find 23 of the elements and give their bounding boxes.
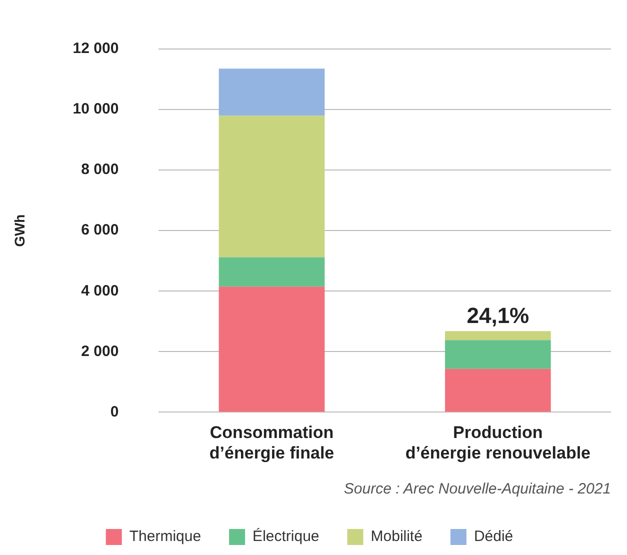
bar xyxy=(218,68,325,116)
y-tick-label: 8 000 xyxy=(81,161,119,178)
y-tick-label: 4 000 xyxy=(81,282,119,300)
y-tick-label: 6 000 xyxy=(81,222,119,239)
bar xyxy=(445,340,551,369)
bar xyxy=(445,368,551,412)
annotation: 24,1% xyxy=(466,303,530,328)
legend-label: Dédié xyxy=(474,528,514,546)
legend-label: Électrique xyxy=(252,527,320,546)
bar xyxy=(218,116,325,258)
y-tick-label: 10 000 xyxy=(72,100,119,118)
x-tick-label: Production d’énergie renouvelable xyxy=(405,423,591,462)
y-axis-title: GWh xyxy=(11,214,28,247)
bar xyxy=(218,286,325,412)
y-tick-label: 2 000 xyxy=(81,342,119,360)
y-tick-label: 0 xyxy=(110,403,119,420)
x-tick-label: Consommation d’énergie finale xyxy=(209,423,334,462)
bar xyxy=(218,257,325,287)
source-note: Source : Arec Nouvelle-Aquitaine - 2021 xyxy=(344,480,611,498)
y-tick-label: 12 000 xyxy=(72,40,119,58)
legend-label: Thermique xyxy=(129,528,202,546)
legend-label: Mobilité xyxy=(370,528,422,546)
bar xyxy=(445,331,551,340)
